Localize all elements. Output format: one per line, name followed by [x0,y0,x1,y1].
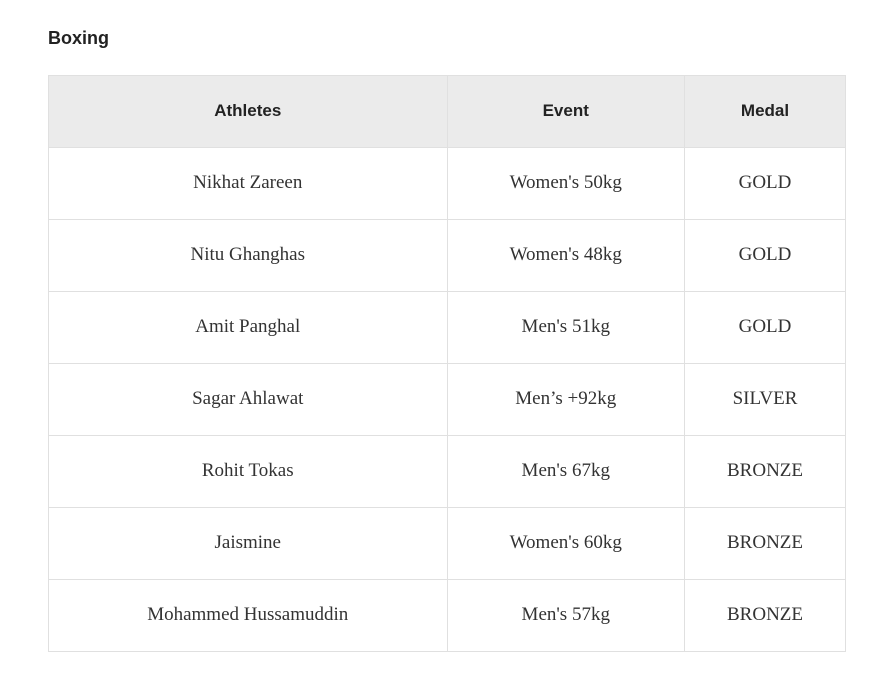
event-cell: Women's 60kg [446,506,685,580]
medal-cell: GOLD [684,290,846,364]
event-cell: Women's 50kg [446,146,685,220]
table-row: Sagar Ahlawat Men’s +92kg SILVER [48,362,846,436]
event-cell: Men's 67kg [446,434,685,508]
athlete-cell: Amit Panghal [48,290,448,364]
section-heading: Boxing [48,28,109,48]
table-header-row: Athletes Event Medal [48,74,846,148]
table-body: Nikhat Zareen Women's 50kg GOLD Nitu Ghangh… [48,146,846,652]
table-row: Amit Panghal Men's 51kg GOLD [48,290,846,364]
table-row: Jaismine Women's 60kg BRONZE [48,506,846,580]
medal-cell: GOLD [684,218,846,292]
medal-cell: SILVER [684,362,846,436]
athlete-cell: Mohammed Hussamuddin [48,578,448,652]
athlete-cell: Jaismine [48,506,448,580]
medal-cell: BRONZE [684,578,846,652]
column-header-athletes: Athletes [48,74,448,148]
column-header-medal: Medal [684,74,846,148]
event-cell: Men’s +92kg [446,362,685,436]
table-row: Mohammed Hussamuddin Men's 57kg BRONZE [48,578,846,652]
event-cell: Men's 57kg [446,578,685,652]
athlete-cell: Nitu Ghanghas [48,218,448,292]
event-cell: Men's 51kg [446,290,685,364]
boxing-medals-table: Athletes Event Medal Nikhat Zareen Women'… [48,74,846,652]
table-row: Nikhat Zareen Women's 50kg GOLD [48,146,846,220]
table-row: Nitu Ghanghas Women's 48kg GOLD [48,218,846,292]
medal-cell: BRONZE [684,506,846,580]
athlete-cell: Nikhat Zareen [48,146,448,220]
athlete-cell: Sagar Ahlawat [48,362,448,436]
column-header-event: Event [446,74,685,148]
event-cell: Women's 48kg [446,218,685,292]
medal-cell: BRONZE [684,434,846,508]
medal-cell: GOLD [684,146,846,220]
table-row: Rohit Tokas Men's 67kg BRONZE [48,434,846,508]
athlete-cell: Rohit Tokas [48,434,448,508]
